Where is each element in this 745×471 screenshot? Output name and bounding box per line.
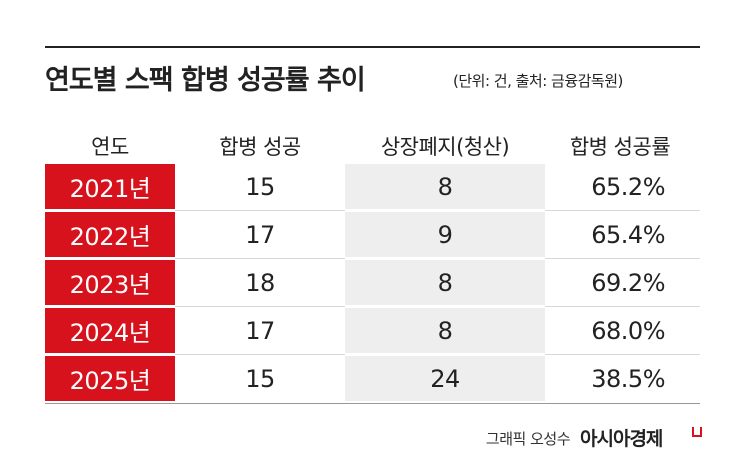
row-separator — [175, 210, 345, 211]
value-cell: 8 — [437, 268, 453, 297]
column-header: 합병 성공 — [219, 135, 301, 159]
credit: 그래픽 오성수 — [485, 430, 571, 448]
year-cell: 2023년 — [45, 260, 175, 305]
value-cell: 15 — [245, 172, 275, 201]
brand-mark — [692, 427, 702, 437]
column-header: 합병 성공률 — [569, 135, 671, 159]
brand: 아시아경제 — [580, 428, 663, 450]
value-cell: 68.0% — [591, 316, 665, 345]
row-separator — [545, 258, 700, 259]
year-cell: 2025년 — [45, 356, 175, 401]
row-separator — [545, 306, 700, 307]
value-cell: 18 — [245, 268, 275, 297]
value-cell: 17 — [245, 220, 275, 249]
value-cell: 8 — [437, 316, 453, 345]
column-header: 상장폐지(청산) — [380, 135, 510, 159]
value-cell: 9 — [437, 220, 453, 249]
row-separator — [545, 210, 700, 211]
value-cell: 69.2% — [591, 268, 665, 297]
row-separator — [175, 306, 345, 307]
value-cell: 17 — [245, 316, 275, 345]
row-gap — [345, 209, 545, 212]
subtitle: (단위: 건, 출처: 금융감독원) — [453, 72, 623, 90]
value-cell: 65.2% — [591, 172, 665, 201]
year-cell: 2024년 — [45, 308, 175, 353]
column-header: 연도 — [91, 135, 129, 159]
column-shade — [345, 164, 545, 401]
year-cell: 2021년 — [45, 164, 175, 209]
value-cell: 65.4% — [591, 220, 665, 249]
value-cell: 38.5% — [591, 364, 665, 393]
top-rule — [45, 46, 700, 48]
row-gap — [345, 257, 545, 260]
bottom-rule — [45, 403, 700, 404]
row-separator — [545, 354, 700, 355]
value-cell: 8 — [437, 172, 453, 201]
row-gap — [345, 305, 545, 308]
value-cell: 15 — [245, 364, 275, 393]
row-gap — [345, 353, 545, 356]
value-cell: 24 — [430, 364, 460, 393]
row-separator — [175, 354, 345, 355]
title: 연도별 스팩 합병 성공률 추이 — [45, 65, 366, 96]
year-cell: 2022년 — [45, 212, 175, 257]
row-separator — [175, 258, 345, 259]
